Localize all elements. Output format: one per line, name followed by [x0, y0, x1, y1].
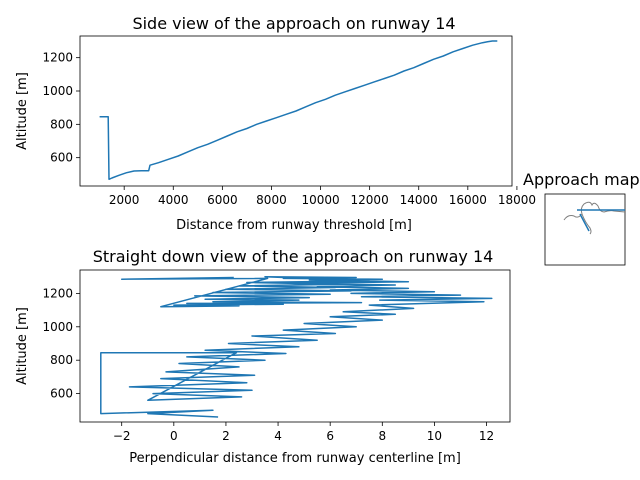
down-view-ytick-label: 800	[50, 353, 73, 367]
approach-map-frame	[544, 193, 626, 266]
down-view-xtick-label: 12	[479, 429, 494, 443]
down-view-series-line	[100, 275, 493, 418]
side-view-xtick-label: 6000	[207, 193, 238, 207]
down-view-ylabel: Altitude [m]	[15, 307, 30, 385]
side-view-title: Side view of the approach on runway 14	[132, 14, 455, 33]
side-view-ylabel: Altitude [m]	[15, 72, 30, 150]
down-view-xtick-label: 2	[222, 429, 230, 443]
down-view-ytick-label: 1000	[42, 320, 73, 334]
down-view-ytick-label: 1200	[42, 286, 73, 300]
side-view-xlabel: Distance from runway threshold [m]	[176, 218, 412, 233]
down-view-ytick-label: 600	[50, 387, 73, 401]
down-view-plot-frame	[79, 269, 511, 423]
side-view-plot-frame	[79, 35, 513, 187]
down-view-ticks: −2 0 2 4 6 8 10 12 600 800 1000 1200	[42, 286, 494, 443]
side-view-xtick-label: 10000	[301, 193, 339, 207]
side-view-xtick-label: 12000	[351, 193, 389, 207]
side-view-ytick-label: 1200	[42, 51, 73, 65]
down-view-xtick-label: 4	[274, 429, 282, 443]
approach-map-title: Approach map	[523, 170, 640, 189]
down-view-xtick-label: 6	[326, 429, 334, 443]
approach-map-coastline	[563, 201, 626, 221]
side-view-xtick-label: 18000	[498, 193, 536, 207]
side-view-series-line	[99, 40, 498, 181]
approach-map-track	[577, 209, 625, 232]
side-view-chart: Side view of the approach on runway 14 2…	[15, 14, 536, 233]
side-view-ytick-label: 800	[50, 117, 73, 131]
side-view-xtick-label: 14000	[400, 193, 438, 207]
down-view-xtick-label: 10	[427, 429, 442, 443]
side-view-xtick-label: 8000	[256, 193, 287, 207]
down-view-xlabel: Perpendicular distance from runway cente…	[129, 451, 461, 466]
approach-map-shore	[581, 213, 592, 235]
side-view-xtick-label: 16000	[449, 193, 487, 207]
side-view-xtick-label: 2000	[109, 193, 140, 207]
down-view-xtick-label: 8	[378, 429, 386, 443]
approach-map-inset: Approach map	[523, 170, 640, 266]
side-view-ytick-label: 1000	[42, 84, 73, 98]
down-view-xtick-label: −2	[113, 429, 131, 443]
down-view-xtick-label: 0	[170, 429, 178, 443]
down-view-chart: Straight down view of the approach on ru…	[15, 247, 511, 466]
side-view-ytick-label: 600	[50, 151, 73, 165]
down-view-title: Straight down view of the approach on ru…	[93, 247, 494, 266]
side-view-ticks: 2000 4000 6000 8000 10000 12000 14000 16000 1800…	[42, 51, 536, 207]
side-view-xtick-label: 4000	[158, 193, 189, 207]
